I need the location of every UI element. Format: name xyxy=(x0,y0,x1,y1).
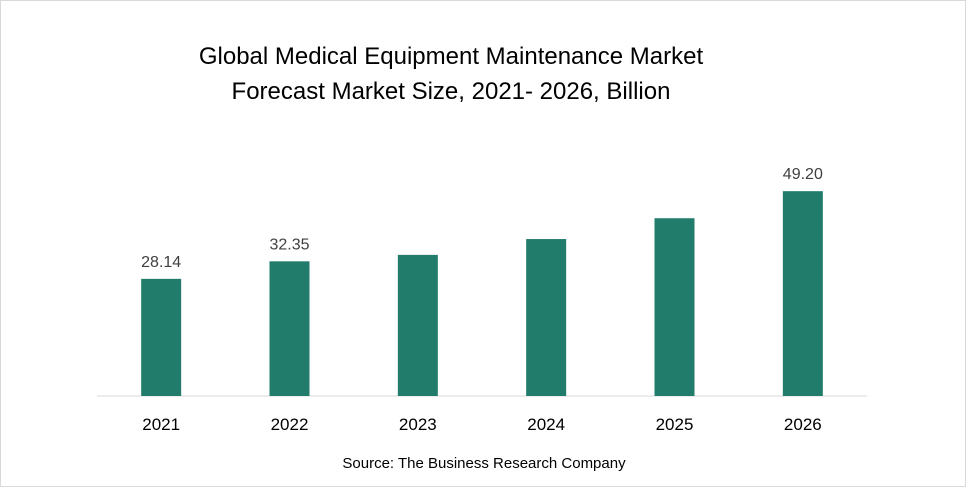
x-tick-label-2021: 2021 xyxy=(142,415,180,434)
chart-title-line-1: Global Medical Equipment Maintenance Mar… xyxy=(198,43,704,70)
bar-2024 xyxy=(526,239,567,396)
x-tick-label-2023: 2023 xyxy=(399,415,437,434)
x-tick-label-2022: 2022 xyxy=(271,415,309,434)
chart-title-line-2: Forecast Market Size, 2021- 2026, Billio… xyxy=(231,78,671,105)
bar-2026 xyxy=(782,191,823,396)
x-tick-label-2026: 2026 xyxy=(784,415,822,434)
bar-2021 xyxy=(141,278,182,396)
data-label-2026: 49.20 xyxy=(783,166,823,183)
bar-2023 xyxy=(397,254,438,396)
chart-source: Source: The Business Research Company xyxy=(342,455,626,472)
x-tick-label-2024: 2024 xyxy=(527,415,565,434)
data-label-2022: 32.35 xyxy=(269,236,309,253)
data-label-2021: 28.14 xyxy=(141,254,181,271)
bar-2025 xyxy=(654,218,695,396)
x-tick-label-2025: 2025 xyxy=(656,415,694,434)
bar-2022 xyxy=(269,261,310,396)
chart-title: Global Medical Equipment Maintenance Mar… xyxy=(1,39,901,109)
